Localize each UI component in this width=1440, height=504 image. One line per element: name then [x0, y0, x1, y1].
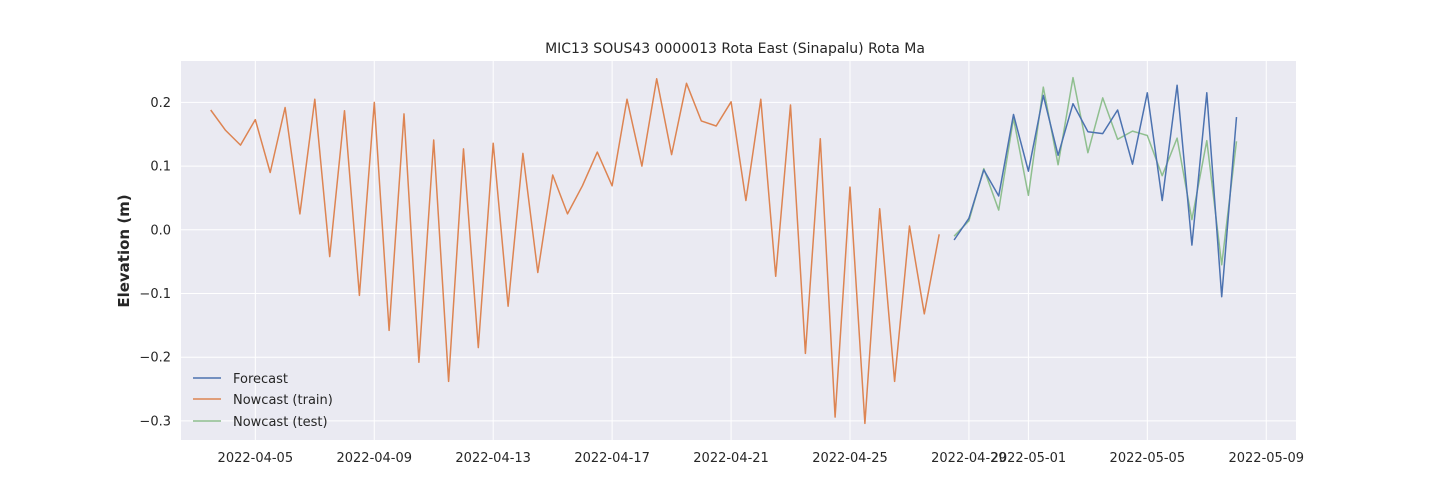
plot-background [181, 61, 1296, 440]
y-axis-label: Elevation (m) [115, 194, 133, 307]
y-tick-labels: 0.2 0.1 0.0 −0.1 −0.2 −0.3 [139, 96, 171, 429]
x-tick-label: 2022-05-09 [1228, 451, 1304, 466]
series-line-nowcast-test [953, 76, 1238, 266]
series-line-nowcast-train [210, 78, 940, 425]
y-tick-label: 0.2 [150, 96, 171, 111]
y-tick-label: 0.1 [150, 160, 171, 175]
x-grid [254, 61, 1267, 440]
y-grid [181, 101, 1296, 422]
series-layer [210, 76, 1238, 425]
x-tick-label: 2022-04-09 [336, 451, 412, 466]
y-tick-label: −0.2 [139, 351, 171, 366]
legend-label-nowcast-train: Nowcast (train) [233, 393, 333, 408]
y-tick-label: −0.3 [139, 414, 171, 429]
x-tick-label: 2022-04-13 [455, 451, 531, 466]
x-tick-label: 2022-05-01 [991, 451, 1067, 466]
x-tick-label: 2022-04-25 [812, 451, 888, 466]
x-tick-label: 2022-04-17 [574, 451, 650, 466]
x-tick-label: 2022-05-05 [1110, 451, 1186, 466]
legend-label-nowcast-test: Nowcast (test) [233, 415, 328, 430]
series-line-forecast [953, 84, 1238, 298]
x-tick-label: 2022-04-29 [931, 451, 1007, 466]
x-tick-labels: 2022-04-05 2022-04-09 2022-04-13 2022-04-17… [218, 451, 1304, 466]
y-tick-label: 0.0 [150, 223, 171, 238]
legend-label-forecast: Forecast [233, 372, 288, 387]
x-tick-label: 2022-04-21 [693, 451, 769, 466]
y-tick-label: −0.1 [139, 287, 171, 302]
chart-title: MIC13 SOUS43 0000013 Rota East (Sinapalu… [545, 41, 925, 57]
x-tick-label: 2022-04-05 [218, 451, 294, 466]
legend: Forecast Nowcast (train) Nowcast (test) [193, 372, 333, 430]
